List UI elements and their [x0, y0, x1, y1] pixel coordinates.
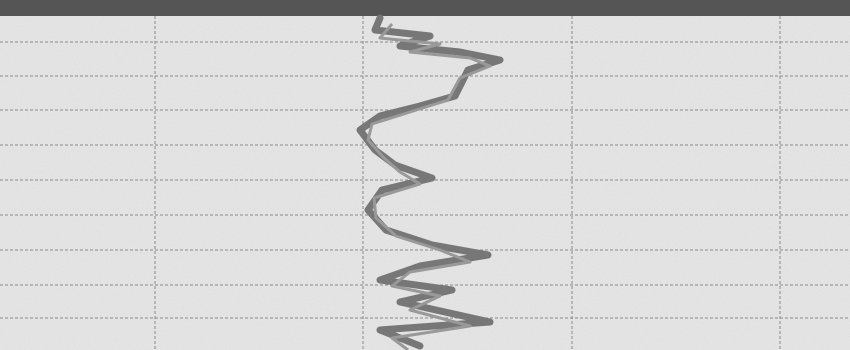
top-band: [0, 0, 850, 16]
trace-edge: [366, 23, 492, 350]
trace: [356, 14, 504, 350]
